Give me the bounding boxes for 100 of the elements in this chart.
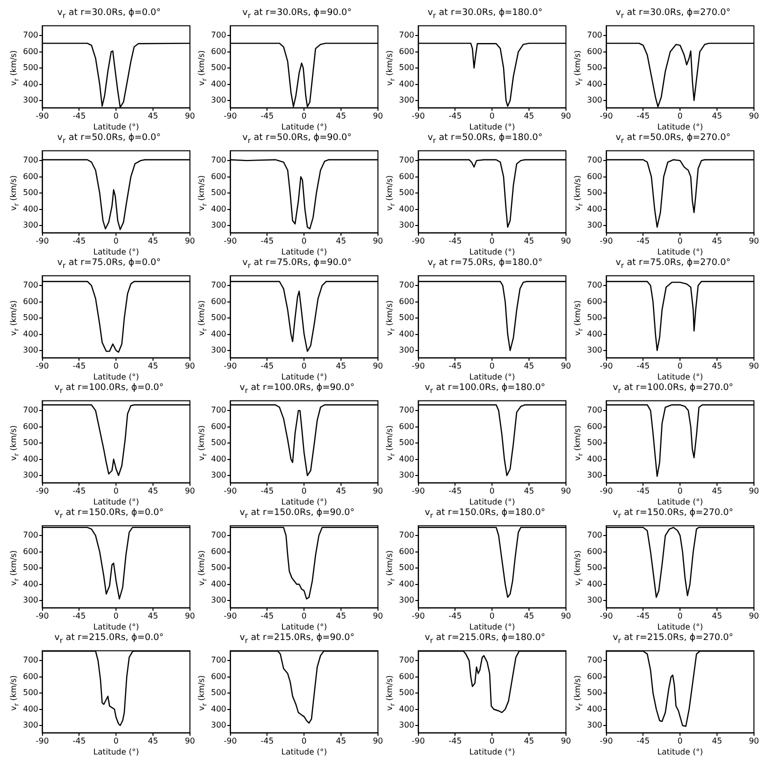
y-tick-label: 600 xyxy=(22,546,38,556)
x-axis-title: Latitude (°) xyxy=(281,122,327,132)
chart-title: v$_{r}$ at r=50.0Rs, ϕ=270.0° xyxy=(614,133,732,146)
x-tick-label: -45 xyxy=(72,236,86,246)
y-tick-label: 600 xyxy=(586,172,602,181)
y-tick-label: 300 xyxy=(398,720,414,730)
x-tick-label: 0 xyxy=(490,486,495,496)
x-tick-label: -90 xyxy=(36,486,49,496)
y-tick-label: 700 xyxy=(586,156,602,165)
x-tick-label: 90 xyxy=(184,362,196,371)
x-tick-label: -90 xyxy=(224,112,237,121)
chart-title: v$_{r}$ at r=30.0Rs, ϕ=270.0° xyxy=(614,8,732,21)
x-tick-label: -45 xyxy=(448,612,462,621)
x-tick-label: -45 xyxy=(636,112,650,121)
x-tick-label: 45 xyxy=(336,362,346,371)
x-tick-label: 45 xyxy=(336,112,346,121)
y-tick-label: 500 xyxy=(398,563,414,572)
x-tick-label: -90 xyxy=(36,112,49,121)
x-axis-title: Latitude (°) xyxy=(93,747,139,756)
x-tick-label: -90 xyxy=(412,112,425,121)
x-tick-label: 45 xyxy=(524,736,534,746)
y-tick-label: 400 xyxy=(586,579,602,588)
y-tick-label: 700 xyxy=(398,406,414,415)
y-tick-label: 400 xyxy=(210,704,226,714)
x-tick-label: 45 xyxy=(712,112,722,121)
y-tick-label: 500 xyxy=(210,438,226,448)
chart-title: v$_{r}$ at r=30.0Rs, ϕ=90.0° xyxy=(241,8,353,21)
y-tick-label: 600 xyxy=(210,546,226,556)
x-tick-label: 45 xyxy=(148,362,158,371)
x-tick-label: -45 xyxy=(448,736,462,746)
x-axis-title: Latitude (°) xyxy=(281,497,327,506)
x-tick-label: -45 xyxy=(448,236,462,246)
x-tick-label: -45 xyxy=(72,112,86,121)
y-tick-label: 300 xyxy=(398,96,414,105)
chart-title: v$_{r}$ at r=100.0Rs, ϕ=180.0° xyxy=(424,383,546,396)
y-tick-label: 600 xyxy=(210,422,226,431)
y-tick-label: 300 xyxy=(210,220,226,230)
y-tick-label: 600 xyxy=(398,46,414,56)
x-tick-label: 45 xyxy=(524,236,534,246)
y-tick-label: 300 xyxy=(586,720,602,730)
x-axis-title: Latitude (°) xyxy=(281,747,327,756)
x-tick-label: -45 xyxy=(260,362,274,371)
x-tick-label: 45 xyxy=(524,486,534,496)
x-axis-title: Latitude (°) xyxy=(93,122,139,132)
x-tick-label: 90 xyxy=(748,112,760,121)
x-tick-label: 90 xyxy=(560,236,572,246)
x-axis-title: Latitude (°) xyxy=(281,622,327,632)
y-tick-label: 500 xyxy=(22,313,38,322)
y-tick-label: 500 xyxy=(22,188,38,198)
x-tick-label: -90 xyxy=(412,736,425,746)
y-tick-label: 400 xyxy=(210,79,226,88)
x-tick-label: 90 xyxy=(372,612,384,621)
chart-title: v$_{r}$ at r=150.0Rs, ϕ=0.0° xyxy=(53,508,165,521)
x-tick-label: 90 xyxy=(372,112,384,121)
x-tick-label: 45 xyxy=(148,736,158,746)
x-tick-label: 45 xyxy=(712,612,722,621)
y-tick-label: 300 xyxy=(586,96,602,105)
x-axis-title: Latitude (°) xyxy=(469,247,515,256)
x-tick-label: -90 xyxy=(600,112,613,121)
x-tick-label: -45 xyxy=(636,486,650,496)
y-tick-label: 500 xyxy=(22,63,38,72)
y-tick-label: 300 xyxy=(586,470,602,480)
x-tick-label: 90 xyxy=(748,612,760,621)
x-tick-label: 0 xyxy=(302,736,307,746)
x-tick-label: 90 xyxy=(560,362,572,371)
chart-title: v$_{r}$ at r=150.0Rs, ϕ=180.0° xyxy=(424,508,546,521)
y-tick-label: 400 xyxy=(586,329,602,338)
y-tick-label: 600 xyxy=(586,672,602,681)
y-tick-label: 500 xyxy=(210,188,226,198)
y-tick-label: 700 xyxy=(22,30,38,40)
y-tick-label: 600 xyxy=(398,296,414,306)
chart-title: v$_{r}$ at r=75.0Rs, ϕ=0.0° xyxy=(56,258,162,271)
x-tick-label: -90 xyxy=(224,486,237,496)
x-axis-title: Latitude (°) xyxy=(281,247,327,256)
y-tick-label: 700 xyxy=(22,280,38,290)
x-axis-title: Latitude (°) xyxy=(469,372,515,382)
y-tick-label: 400 xyxy=(398,204,414,214)
y-tick-label: 400 xyxy=(22,579,38,588)
x-tick-label: 0 xyxy=(490,236,495,246)
x-tick-label: 90 xyxy=(184,612,196,621)
x-tick-label: -90 xyxy=(600,486,613,496)
x-tick-label: -45 xyxy=(448,486,462,496)
y-tick-label: 600 xyxy=(22,672,38,681)
x-tick-label: 90 xyxy=(560,736,572,746)
y-tick-label: 600 xyxy=(398,172,414,181)
chart-title: v$_{r}$ at r=30.0Rs, ϕ=0.0° xyxy=(56,8,162,21)
x-axis-title: Latitude (°) xyxy=(93,497,139,506)
y-tick-label: 300 xyxy=(22,220,38,230)
x-axis-title: Latitude (°) xyxy=(281,372,327,382)
x-tick-label: -90 xyxy=(36,362,49,371)
x-tick-label: 90 xyxy=(372,736,384,746)
x-tick-label: 45 xyxy=(712,736,722,746)
x-tick-label: 0 xyxy=(302,612,307,621)
y-tick-label: 300 xyxy=(22,720,38,730)
y-tick-label: 300 xyxy=(210,470,226,480)
y-tick-label: 400 xyxy=(210,329,226,338)
chart-title: v$_{r}$ at r=50.0Rs, ϕ=180.0° xyxy=(426,133,544,146)
chart-title: v$_{r}$ at r=50.0Rs, ϕ=90.0° xyxy=(241,133,353,146)
x-tick-label: 0 xyxy=(114,486,119,496)
y-tick-label: 300 xyxy=(22,96,38,105)
